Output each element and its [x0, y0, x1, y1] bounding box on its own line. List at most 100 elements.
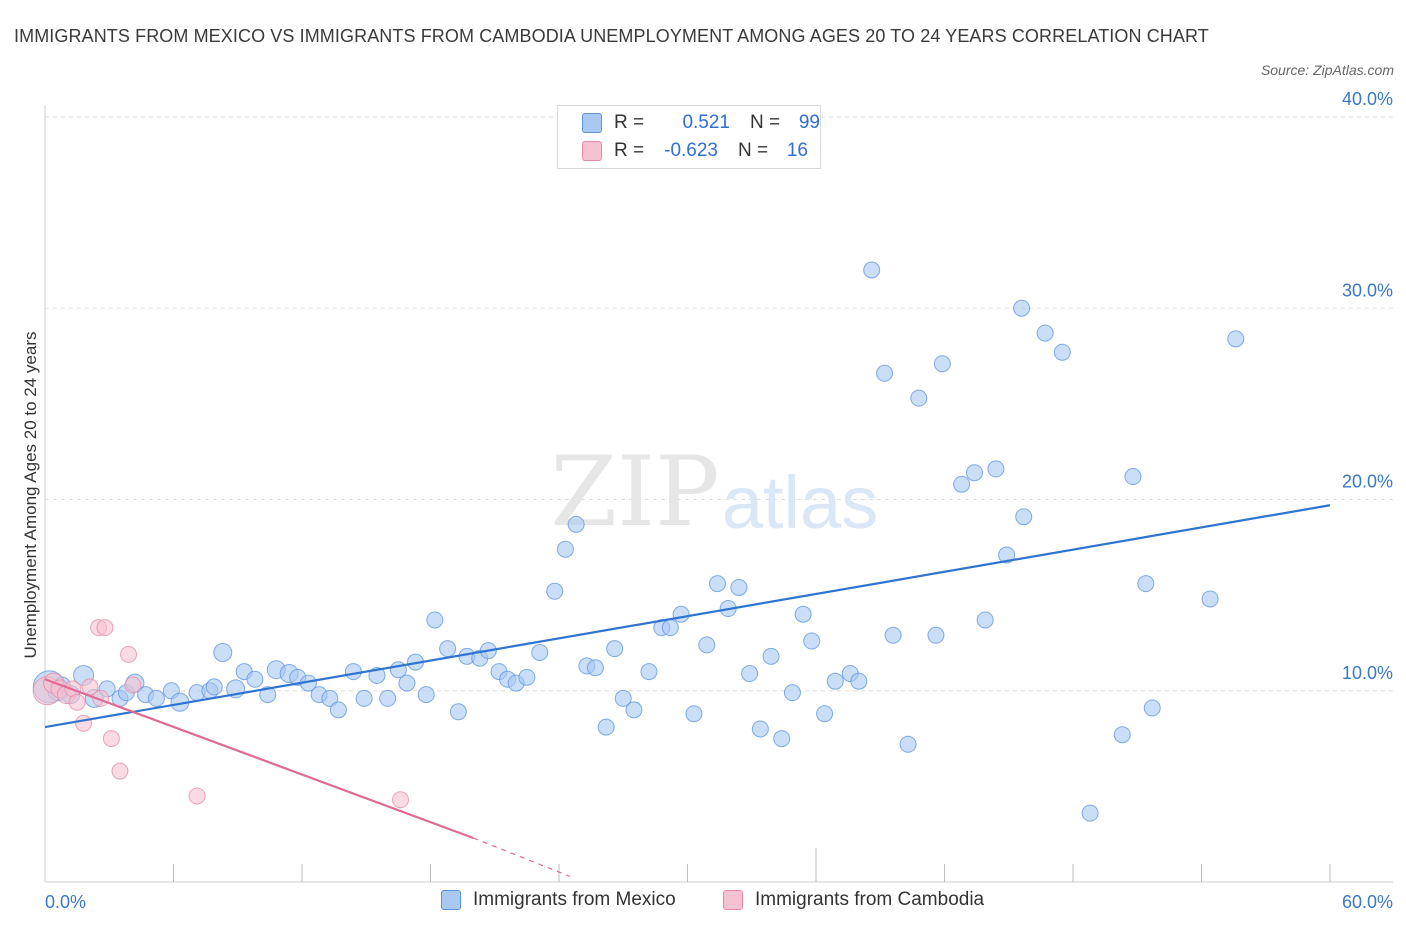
mexico-point — [417, 686, 435, 704]
cambodia-point — [120, 645, 138, 663]
mexico-point — [531, 644, 549, 661]
mexico-trendline — [44, 504, 1331, 729]
r-value: -0.623 — [664, 140, 718, 161]
mexico-point — [762, 647, 780, 665]
legend-label-mexico: Immigrants from Mexico — [473, 889, 676, 910]
legend-item-cambodia[interactable]: Immigrants from Cambodia — [723, 889, 984, 911]
mexico-point — [1081, 804, 1099, 822]
mexico-point — [661, 619, 679, 637]
cambodia-point — [124, 676, 142, 694]
mexico-swatch — [582, 113, 602, 133]
n-label: N = — [750, 112, 781, 133]
mexico-point — [1036, 324, 1054, 342]
mexico-point — [987, 460, 1005, 478]
mexico-point — [1113, 726, 1131, 744]
mexico-point — [556, 540, 574, 558]
x-tick-label-max: 60.0% — [1342, 892, 1393, 912]
mexico-point — [259, 686, 277, 704]
mexico-point — [546, 582, 564, 600]
mexico-point — [741, 665, 759, 683]
legend-swatch-mexico — [441, 890, 461, 910]
mexico-point — [1201, 590, 1219, 608]
mexico-point — [927, 626, 945, 644]
mexico-point — [1013, 299, 1031, 317]
r-label: R = — [614, 140, 645, 161]
mexico-point — [398, 674, 416, 692]
mexico-point — [614, 689, 632, 707]
mexico-point — [586, 659, 604, 677]
cambodia-point — [96, 619, 114, 637]
mexico-point — [816, 705, 834, 723]
cambodia-trendline-extension — [473, 837, 570, 877]
chart-source: Source: ZipAtlas.com — [1260, 62, 1394, 78]
y-tick-label: 30.0% — [1342, 280, 1393, 300]
mexico-point — [597, 718, 615, 736]
cambodia-point — [188, 787, 206, 805]
mexico-point — [426, 611, 444, 629]
mexico-point — [449, 703, 467, 721]
mexico-point — [518, 668, 536, 686]
mexico-point — [1143, 699, 1161, 717]
mexico-point — [439, 640, 457, 658]
trend-layer — [44, 504, 1331, 877]
mexico-point — [213, 643, 233, 662]
stats-row-mexico: R = 0.521 N = 99 — [582, 109, 820, 137]
mexico-point — [1124, 468, 1142, 486]
legend-label-cambodia: Immigrants from Cambodia — [755, 889, 985, 910]
legend: Immigrants from Mexico Immigrants from C… — [0, 889, 1406, 917]
points-layer — [32, 261, 1245, 822]
mexico-point — [329, 701, 347, 719]
mexico-point — [876, 364, 894, 382]
y-tick-label: 10.0% — [1342, 663, 1393, 683]
legend-swatch-cambodia — [723, 890, 743, 910]
chart-title: IMMIGRANTS FROM MEXICO VS IMMIGRANTS FRO… — [14, 26, 1209, 46]
mexico-point — [1053, 343, 1071, 361]
r-label: R = — [614, 112, 645, 133]
mexico-point — [910, 389, 928, 407]
mexico-point — [1137, 575, 1155, 593]
mexico-point — [899, 735, 917, 753]
cambodia-swatch — [582, 141, 602, 161]
mexico-point — [379, 689, 397, 707]
mexico-point — [863, 261, 881, 279]
mexico-point — [640, 663, 658, 681]
cambodia-point — [102, 730, 120, 748]
mexico-point — [794, 605, 812, 623]
stats-box: R = 0.521 N = 99 R = -0.623 N = 16 — [557, 105, 821, 169]
mexico-point — [953, 475, 971, 493]
cambodia-point — [111, 762, 129, 780]
y-tick-label: 40.0% — [1342, 89, 1393, 109]
mexico-point — [708, 575, 726, 593]
cambodia-point — [392, 791, 410, 809]
mexico-point — [773, 730, 791, 748]
watermark-atlas: atlas — [722, 461, 878, 544]
legend-item-mexico[interactable]: Immigrants from Mexico — [441, 889, 676, 911]
mexico-point — [933, 355, 951, 373]
mexico-point — [606, 640, 624, 658]
mexico-point — [355, 689, 373, 707]
stats-row-cambodia: R = -0.623 N = 16 — [582, 137, 808, 165]
mexico-point — [998, 546, 1016, 564]
y-tick-label: 20.0% — [1342, 472, 1393, 492]
axis-layer: 10.0% 20.0% 30.0% 40.0% 0.0% 60.0% — [44, 89, 1393, 912]
grid-layer — [45, 116, 1393, 692]
mexico-point — [685, 705, 703, 723]
mexico-point — [826, 672, 844, 690]
mexico-point — [1227, 330, 1245, 348]
mexico-point — [884, 626, 902, 644]
n-value: 16 — [786, 140, 808, 161]
y-axis-label: Unemployment Among Ages 20 to 24 years — [21, 332, 40, 659]
mexico-point — [850, 672, 868, 690]
mexico-point — [1015, 508, 1033, 526]
mexico-point — [205, 678, 223, 696]
mexico-point — [321, 689, 339, 707]
mexico-point — [625, 701, 643, 719]
n-label: N = — [738, 140, 769, 161]
cambodia-point — [75, 714, 93, 732]
watermark: ZIP atlas — [550, 436, 878, 548]
cambodia-trendline — [44, 678, 474, 840]
mexico-point — [246, 670, 264, 688]
mexico-point — [803, 632, 821, 650]
mexico-point — [147, 689, 165, 707]
